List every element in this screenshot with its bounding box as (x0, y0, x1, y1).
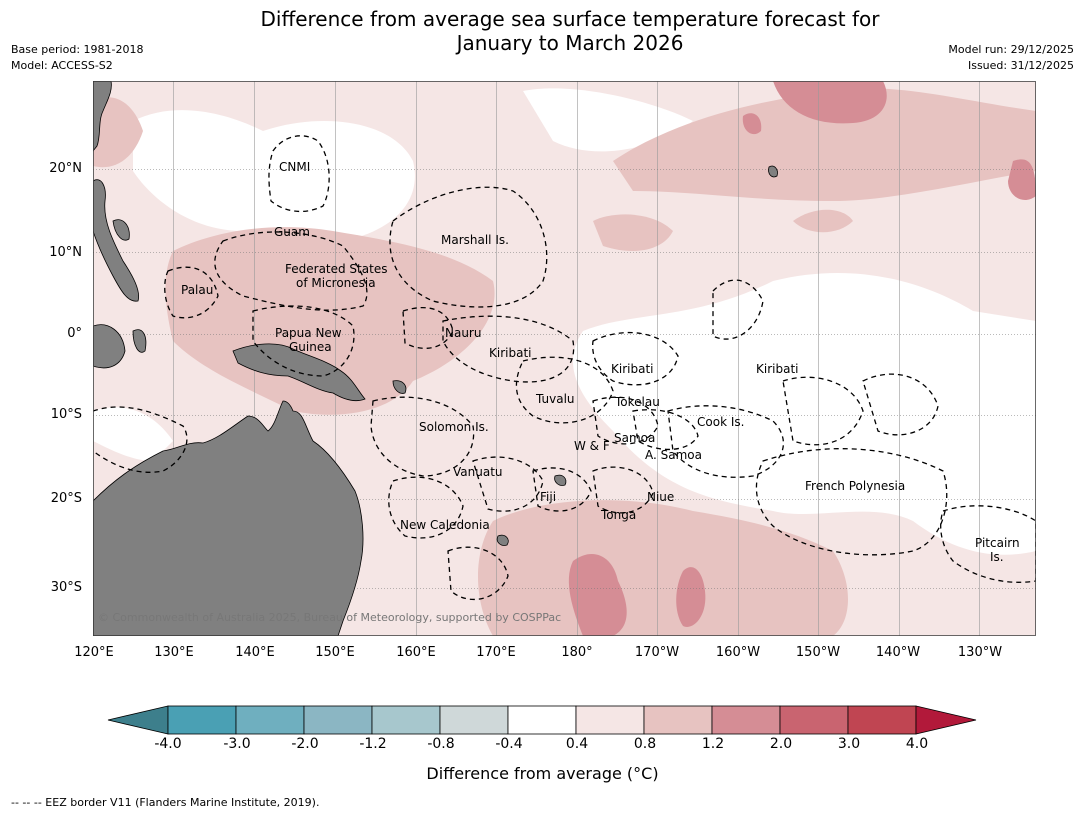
label-pitcairn-line1: Pitcairn (975, 536, 1020, 550)
label-fsm-line1: Federated States (285, 262, 387, 276)
colorbar-tick: -2.0 (291, 736, 319, 752)
colorbar (107, 705, 977, 735)
colorbar-tick: 2.0 (769, 736, 793, 752)
label-solomon: Solomon Is. (419, 420, 489, 434)
colorbar-tick: -4.0 (154, 736, 182, 752)
x-tick: 160°W (715, 645, 761, 660)
colorbar-tick: -3.0 (223, 736, 251, 752)
x-tick: 140°E (235, 645, 275, 660)
label-cook-islands: Cook Is. (697, 415, 744, 429)
x-tick: 120°E (74, 645, 114, 660)
colorbar-tick: 0.4 (565, 736, 589, 752)
eez-borders (93, 135, 1036, 600)
label-tonga: Tonga (600, 508, 636, 522)
label-png-line1: Papua New (275, 326, 342, 340)
x-tick: 160°E (396, 645, 436, 660)
colorbar-extend-low (107, 705, 169, 735)
moderate-anomaly-regions (93, 88, 1036, 636)
y-tick: 0° (67, 326, 82, 341)
y-tick: 10°N (49, 245, 82, 260)
map-title-line2: January to March 2026 (456, 31, 684, 55)
model-run: Model run: 29/12/2025 (948, 43, 1074, 56)
colorbar-tick: -0.8 (427, 736, 455, 752)
copyright-notice: © Commonwealth of Australia 2025, Bureau… (98, 611, 561, 624)
colorbar-segment (507, 705, 577, 735)
x-tick: 170°E (476, 645, 516, 660)
label-wallis-futuna: W & F (574, 439, 610, 453)
label-tokelau: Tokelau (614, 395, 660, 409)
base-period: Base period: 1981-2018 (11, 43, 144, 56)
colorbar-tick: 1.2 (701, 736, 725, 752)
label-kiribati-west: Kiribati (489, 346, 531, 360)
colorbar-segments (107, 705, 977, 735)
philippines-landmass (93, 81, 112, 152)
x-tick: 180° (561, 645, 593, 660)
label-american-samoa: A. Samoa (645, 448, 702, 462)
label-vanuatu: Vanuatu (453, 465, 503, 479)
colorbar-segment (439, 705, 509, 735)
y-tick: 10°S (50, 407, 82, 422)
neutral-anomaly-regions (93, 88, 1036, 555)
x-tick: 150°W (795, 645, 841, 660)
map-title-line1: Difference from average sea surface temp… (260, 7, 880, 31)
x-tick: 170°W (634, 645, 680, 660)
y-tick: 20°N (49, 161, 82, 176)
x-tick: 150°E (315, 645, 355, 660)
label-samoa: Samoa (614, 431, 655, 445)
map-svg: CNMI Guam Marshall Is. Federated States … (93, 81, 1036, 636)
label-tuvalu: Tuvalu (535, 392, 575, 406)
label-niue: Niue (647, 490, 674, 504)
colorbar-tick: 0.8 (633, 736, 657, 752)
colorbar-tick: -0.4 (495, 736, 523, 752)
label-pitcairn-line2: Is. (990, 550, 1004, 564)
label-nauru: Nauru (445, 326, 481, 340)
x-tick: 130°E (154, 645, 194, 660)
colorbar-segment (303, 705, 373, 735)
latitude-lines (93, 169, 1036, 589)
label-kiribati-central: Kiribati (611, 362, 653, 376)
metadata-right: Model run: 29/12/2025 Issued: 31/12/2025 (948, 42, 1074, 74)
colorbar-title: Difference from average (°C) (426, 764, 659, 783)
x-tick: 140°W (875, 645, 921, 660)
label-cnmi: CNMI (279, 160, 310, 174)
eez-footnote: -- -- -- EEZ border V11 (Flanders Marine… (11, 796, 320, 809)
hawaii-landmass (768, 165, 778, 178)
label-palau: Palau (181, 283, 213, 297)
x-tick: 130°W (957, 645, 1003, 660)
colorbar-segment (711, 705, 781, 735)
label-french-polynesia: French Polynesia (805, 479, 905, 493)
issued-date: Issued: 31/12/2025 (967, 59, 1074, 72)
model-name: Model: ACCESS-S2 (11, 59, 113, 72)
y-tick: 30°S (50, 580, 82, 595)
label-png-line2: Guinea (289, 340, 332, 354)
place-labels: CNMI Guam Marshall Is. Federated States … (181, 160, 1020, 564)
sst-anomaly-map: CNMI Guam Marshall Is. Federated States … (93, 81, 1036, 636)
map-title: Difference from average sea surface temp… (0, 7, 1085, 55)
y-tick: 20°S (50, 491, 82, 506)
label-fiji: Fiji (540, 490, 556, 504)
label-guam: Guam (274, 225, 310, 239)
metadata-left: Base period: 1981-2018 Model: ACCESS-S2 (11, 42, 143, 74)
colorbar-tick: -1.2 (359, 736, 387, 752)
colorbar-tick: 3.0 (837, 736, 861, 752)
colorbar-segment (779, 705, 849, 735)
label-marshall: Marshall Is. (441, 233, 509, 247)
label-kiribati-east: Kiribati (756, 362, 798, 376)
colorbar-extend-high (915, 705, 977, 735)
colorbar-segment (167, 705, 237, 735)
colorbar-segment (575, 705, 645, 735)
colorbar-segment (847, 705, 917, 735)
colorbar-tick: 4.0 (905, 736, 929, 752)
map-frame (93, 81, 1036, 636)
label-new-caledonia: New Caledonia (400, 518, 490, 532)
colorbar-segment (235, 705, 305, 735)
colorbar-segment (371, 705, 441, 735)
label-fsm-line2: of Micronesia (296, 276, 376, 290)
colorbar-segment (643, 705, 713, 735)
